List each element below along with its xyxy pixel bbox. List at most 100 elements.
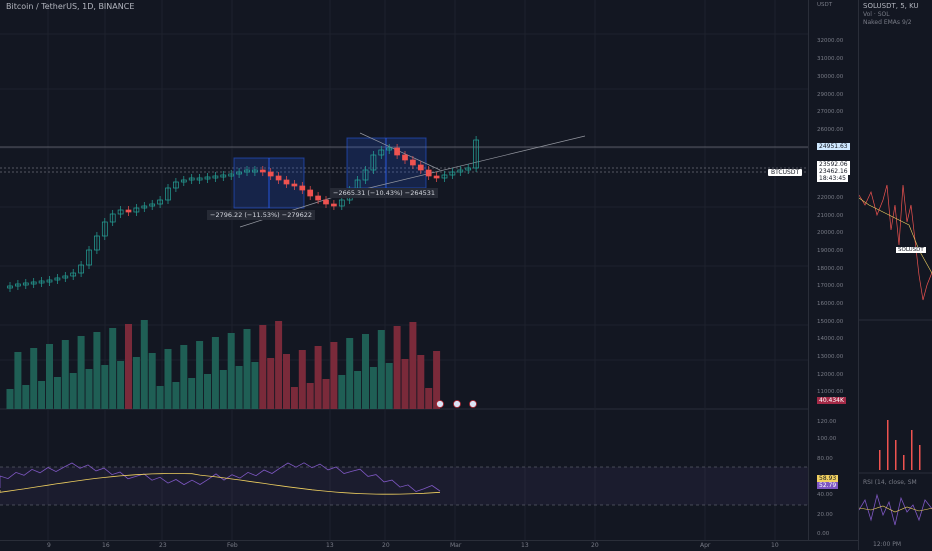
event-flag-icon[interactable] [469,400,477,408]
candle[interactable] [465,167,472,171]
candle[interactable] [157,199,163,205]
volume-bar [377,330,385,409]
btc-symbol-tag: BTCUSDT [768,169,803,176]
candle[interactable] [228,173,235,177]
volume-bar [46,344,53,409]
sol-ema-label: Naked EMAs 9/2 [863,19,912,26]
candle[interactable] [457,169,464,173]
price-tick: 14000.00 [817,336,844,342]
volume-bar [93,332,101,409]
main-chart-pane[interactable]: Bitcoin / TetherUS, 1D, BINANCE −2796.22… [0,0,808,540]
candle[interactable] [417,164,424,171]
candle[interactable] [7,285,13,289]
chart-title[interactable]: Bitcoin / TetherUS, 1D, BINANCE [6,2,135,11]
candle[interactable] [117,209,124,215]
candle[interactable] [323,199,329,205]
event-markers[interactable] [436,400,477,408]
candle[interactable] [141,205,148,209]
volume-bar [385,363,393,409]
candle[interactable] [244,169,250,173]
event-flag-icon[interactable] [436,400,444,408]
candle[interactable] [378,149,385,156]
candle[interactable] [94,235,100,251]
price-tick: 12000.00 [817,372,844,378]
price-levels[interactable] [0,146,808,173]
candle[interactable] [370,154,377,171]
candle[interactable] [236,171,242,175]
candle[interactable] [307,189,314,197]
candle[interactable] [220,174,227,178]
volume-bar [69,373,77,409]
candle[interactable] [22,282,29,286]
volume-bar [306,383,314,409]
candle[interactable] [165,187,171,201]
candle[interactable] [109,213,116,223]
rsi-tick: 20.00 [817,512,833,518]
time-tick: 23 [159,542,167,549]
sol-title[interactable]: SOLUSDT, 5, KU [863,2,919,10]
candle[interactable] [125,209,132,213]
candle[interactable] [38,280,45,284]
sol-symbol-tag: SOLUSDT [896,247,926,253]
trendline-support-right[interactable] [339,135,586,196]
candle[interactable] [62,275,69,279]
candle[interactable] [394,147,400,156]
sol-chart-canvas[interactable] [859,0,932,550]
candle[interactable] [473,139,479,169]
sol-chart-pane[interactable]: SOLUSDT, 5, KU Vol · SOL Naked EMAs 9/2 … [858,0,932,550]
candle[interactable] [441,174,448,179]
candle[interactable] [173,181,179,189]
price-tick: 16000.00 [817,301,844,307]
candle[interactable] [204,176,211,180]
candle[interactable] [402,154,408,161]
candle[interactable] [70,272,77,277]
candle[interactable] [362,169,369,181]
candle[interactable] [449,171,456,176]
candle[interactable] [15,283,21,287]
event-flag-icon[interactable] [453,400,461,408]
time-tick: 20 [382,542,390,549]
volume-bar [298,350,306,409]
candle[interactable] [291,183,298,187]
candle[interactable] [86,249,92,266]
candle[interactable] [196,177,203,181]
candle[interactable] [30,281,37,285]
candle[interactable] [275,175,282,181]
price-tick: 27000.00 [817,109,844,115]
candle[interactable] [188,177,195,181]
candle[interactable] [252,169,258,173]
volume-bar [362,334,369,409]
candle[interactable] [78,264,84,274]
price-axis[interactable]: USDT 32000.00 31000.00 30000.00 29000.00… [808,0,859,540]
volume-bar [140,320,148,409]
rsi-line [0,462,441,492]
volume-bar [354,371,362,409]
volume-bar [132,357,140,409]
candle[interactable] [386,147,393,151]
price-tick: 21000.00 [817,213,844,219]
candle[interactable] [331,203,337,207]
candle[interactable] [338,199,345,207]
trendline-resistance[interactable] [359,132,441,171]
candle[interactable] [101,221,108,237]
volume-bar [322,379,330,409]
candle[interactable] [133,207,140,213]
price-tick: 26000.00 [817,127,844,133]
candle[interactable] [149,203,156,207]
candle[interactable] [54,277,61,281]
candle[interactable] [299,185,306,191]
candle[interactable] [259,169,266,173]
volume-bar [330,342,338,409]
candle[interactable] [212,175,219,179]
candle[interactable] [267,171,274,177]
candle[interactable] [46,279,53,283]
candle[interactable] [425,169,432,177]
volume-series [6,320,441,409]
candle[interactable] [410,159,416,166]
time-axis[interactable]: 9 16 23 Feb 13 20 Mar 13 20 Apr 10 [0,540,858,551]
candle[interactable] [180,179,187,183]
main-chart-canvas[interactable] [0,0,808,540]
candle[interactable] [315,195,321,201]
candle[interactable] [433,175,440,179]
candle[interactable] [283,179,290,185]
